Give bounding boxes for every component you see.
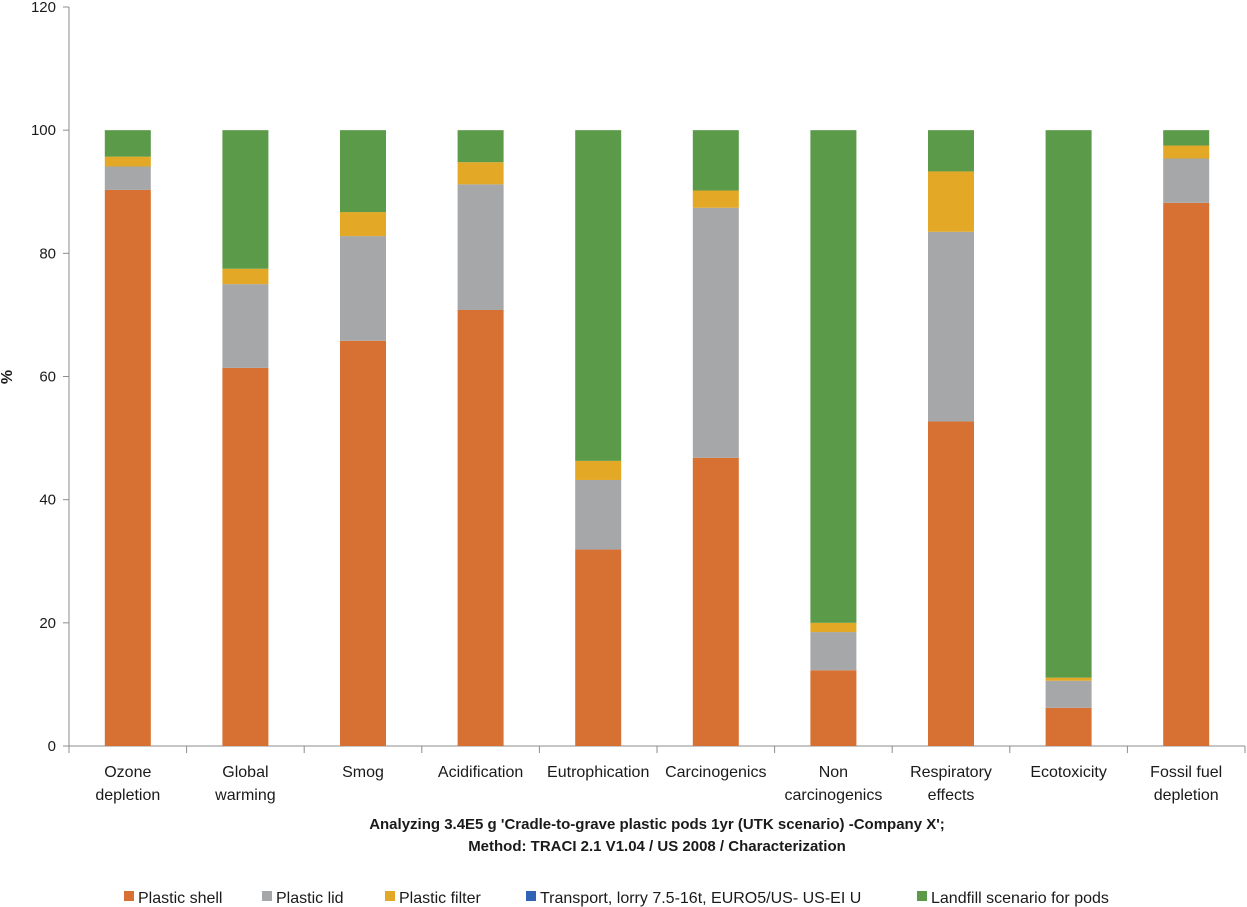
bar-segment (457, 309, 504, 746)
bar-segment (810, 130, 857, 623)
legend-swatch (526, 891, 536, 901)
legend-label: Plastic lid (276, 890, 344, 907)
x-category-label: Acidification (438, 764, 523, 781)
bars (104, 130, 1210, 747)
y-tick-label: 120 (31, 0, 56, 16)
chart-title: Method: TRACI 2.1 V1.04 / US 2008 / Char… (468, 838, 846, 855)
bar-segment (1163, 130, 1210, 146)
x-category-label: Respiratory effects (910, 764, 992, 804)
bar-segment (1163, 202, 1210, 746)
bar-segment (575, 479, 622, 550)
legend-label: Landfill scenario for pods (931, 890, 1109, 907)
x-category-label: Eutrophication (547, 764, 649, 781)
bar-segment (104, 189, 151, 747)
bar-segment (575, 549, 622, 746)
legend-swatch (385, 891, 395, 901)
bar-segment (692, 457, 739, 746)
legend: Plastic shell Plastic lid Plastic filter Tr… (124, 890, 1109, 907)
y-axis-label: % (0, 370, 16, 384)
x-category-label: Global warming (214, 764, 275, 804)
bar-segment (1045, 707, 1092, 746)
bar-segment (222, 268, 269, 285)
bar-segment (340, 340, 386, 746)
bar-segment (1045, 130, 1092, 678)
bar-segment (457, 130, 504, 163)
y-tick-label: 0 (48, 738, 56, 755)
y-tick-label: 100 (31, 122, 56, 139)
legend-swatch (917, 891, 927, 901)
bar-segment (928, 130, 974, 172)
x-category-label: Non carcinogenics (784, 764, 882, 804)
bar-segment (575, 130, 622, 461)
chart-title: Analyzing 3.4E5 g 'Cradle-to-grave plast… (369, 816, 945, 833)
bar-segment (340, 236, 386, 341)
legend-swatch (124, 891, 134, 901)
y-tick-label: 20 (39, 615, 56, 632)
bar-segment (457, 184, 504, 310)
labels: % Ozone depletion Global warming Smog Acidific… (0, 370, 1222, 855)
y-tick-label: 60 (39, 369, 56, 386)
bar-segment (928, 421, 974, 746)
x-category-label: Carcinogenics (665, 764, 766, 781)
x-category-label: Smog (342, 764, 384, 781)
y-tick-label: 40 (39, 492, 56, 509)
legend-label: Plastic shell (138, 890, 222, 907)
x-category-label: Ozone depletion (95, 764, 160, 804)
bar-segment (928, 171, 974, 232)
bar-segment (222, 284, 269, 368)
bar-segment (104, 156, 151, 167)
bar-segment (810, 670, 857, 746)
bar-segment (222, 367, 269, 746)
bar-segment (928, 231, 974, 422)
x-category-label: Ecotoxicity (1030, 764, 1106, 781)
bar-segment (1163, 145, 1210, 159)
bar-segment (692, 190, 739, 208)
bar-segment (340, 130, 386, 213)
bar-segment (340, 212, 386, 237)
bar-segment (222, 130, 269, 269)
bar-segment (1045, 677, 1092, 681)
bar-segment (104, 166, 151, 190)
bar-segment (457, 162, 504, 185)
bar-segment (1045, 680, 1092, 708)
x-category-label: Fossil fuel depletion (1150, 764, 1222, 804)
bar-segment (692, 207, 739, 458)
bar-segment (810, 622, 857, 633)
bar-segment (575, 460, 622, 480)
legend-swatch (262, 891, 272, 901)
legend-label: Transport, lorry 7.5-16t, EURO5/US- US-E… (540, 890, 861, 907)
bar-segment (1163, 158, 1210, 203)
bar-segment (692, 130, 739, 191)
legend-label: Plastic filter (399, 890, 481, 907)
bar-segment (104, 130, 151, 157)
y-tick-label: 80 (39, 245, 56, 262)
bar-segment (810, 632, 857, 671)
